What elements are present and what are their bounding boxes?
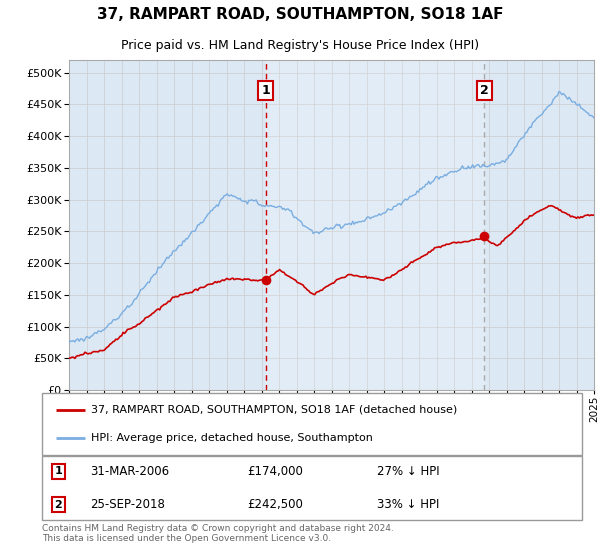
Text: 25-SEP-2018: 25-SEP-2018 bbox=[91, 498, 166, 511]
Text: 2: 2 bbox=[55, 500, 62, 510]
FancyBboxPatch shape bbox=[42, 393, 582, 455]
Text: Price paid vs. HM Land Registry's House Price Index (HPI): Price paid vs. HM Land Registry's House … bbox=[121, 39, 479, 53]
Text: 1: 1 bbox=[55, 466, 62, 477]
Text: 31-MAR-2006: 31-MAR-2006 bbox=[91, 465, 170, 478]
Text: £174,000: £174,000 bbox=[247, 465, 303, 478]
Text: 27% ↓ HPI: 27% ↓ HPI bbox=[377, 465, 439, 478]
Text: 1: 1 bbox=[262, 84, 270, 97]
Text: 37, RAMPART ROAD, SOUTHAMPTON, SO18 1AF (detached house): 37, RAMPART ROAD, SOUTHAMPTON, SO18 1AF … bbox=[91, 405, 457, 415]
Text: HPI: Average price, detached house, Southampton: HPI: Average price, detached house, Sout… bbox=[91, 433, 373, 444]
FancyBboxPatch shape bbox=[42, 456, 582, 520]
Text: 37, RAMPART ROAD, SOUTHAMPTON, SO18 1AF: 37, RAMPART ROAD, SOUTHAMPTON, SO18 1AF bbox=[97, 7, 503, 22]
Bar bbox=[266, 60, 484, 390]
Text: Contains HM Land Registry data © Crown copyright and database right 2024.
This d: Contains HM Land Registry data © Crown c… bbox=[42, 524, 394, 543]
Text: 2: 2 bbox=[480, 84, 488, 97]
Text: 33% ↓ HPI: 33% ↓ HPI bbox=[377, 498, 439, 511]
Text: £242,500: £242,500 bbox=[247, 498, 303, 511]
